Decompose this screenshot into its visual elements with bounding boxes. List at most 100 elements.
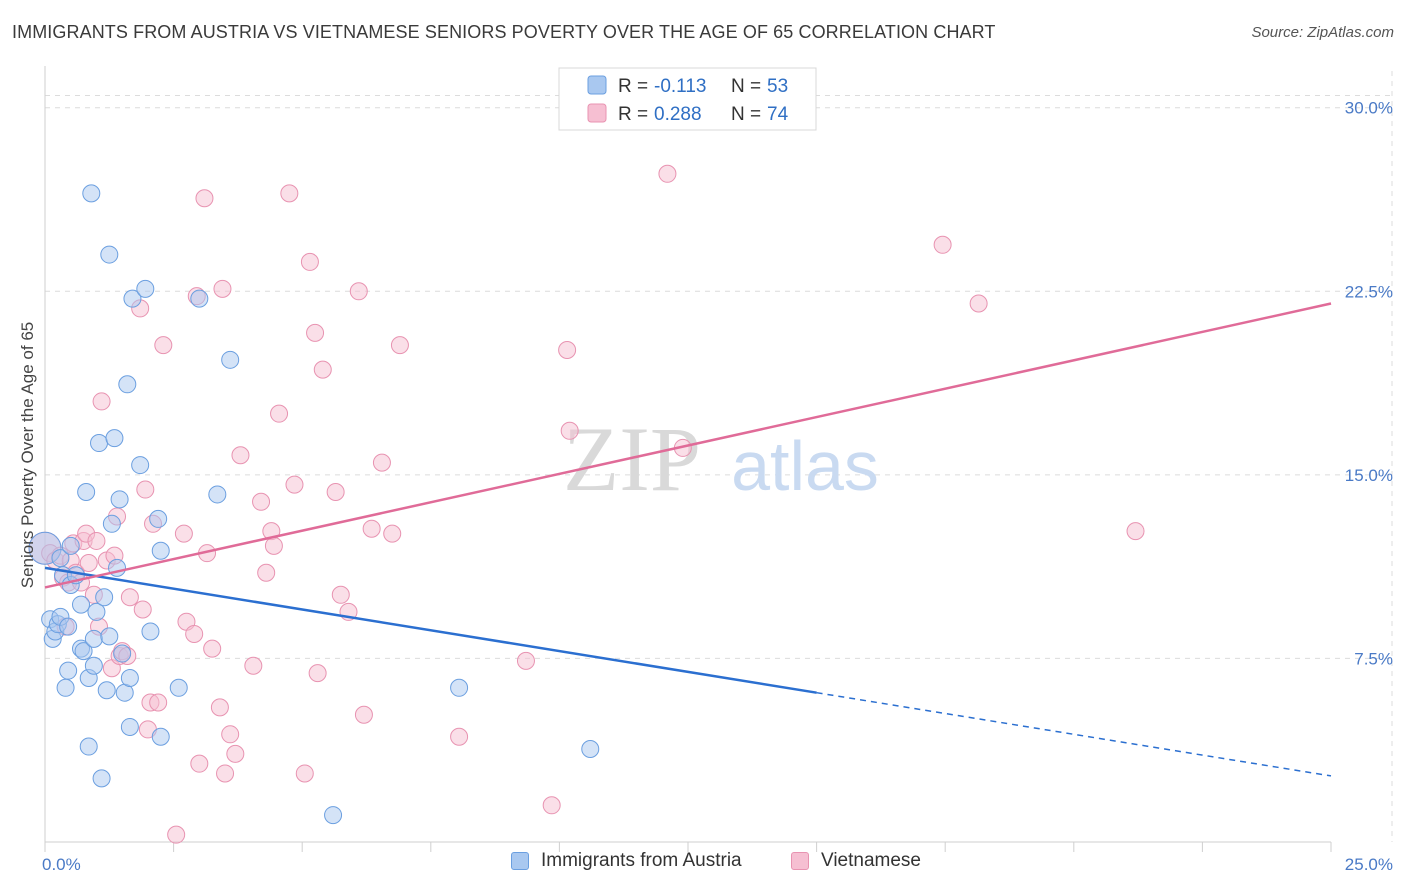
vietnamese-point-27 xyxy=(133,600,152,619)
legend-n-value-2: 74 xyxy=(767,104,789,125)
vietnamese-point-40 xyxy=(195,189,214,208)
bottom-legend-label-austria: Immigrants from Austria xyxy=(541,850,742,871)
vietnamese-point-39 xyxy=(190,754,209,773)
austria-point-50 xyxy=(324,806,343,825)
vietnamese-point-17 xyxy=(92,392,111,411)
austria-point-44 xyxy=(151,541,170,560)
austria-point-26 xyxy=(95,588,114,607)
legend-n-label-2: N = xyxy=(731,104,761,125)
axes xyxy=(44,66,1332,852)
austria-point-37 xyxy=(120,669,139,688)
austria-points xyxy=(28,184,600,825)
austria-point-30 xyxy=(102,514,121,533)
vietnamese-point-70 xyxy=(390,336,409,355)
austria-point-40 xyxy=(131,456,150,475)
y-axis-title: Seniors Poverty Over the Age of 65 xyxy=(18,322,37,588)
bottom-legend: Immigrants from Austria Vietnamese xyxy=(0,850,1406,880)
austria-point-28 xyxy=(100,627,119,646)
vietnamese-point-62 xyxy=(326,482,345,501)
tick-labels: 7.5% 15.0% 22.5% 30.0% 0.0% 25.0% xyxy=(42,99,1393,874)
chart-title: IMMIGRANTS FROM AUSTRIA VS VIETNAMESE SE… xyxy=(12,22,996,42)
austria-point-21 xyxy=(84,656,103,675)
y-tick-label-1: 15.0% xyxy=(1345,466,1393,485)
vietnamese-point-33 xyxy=(154,336,173,355)
austria-trend-line xyxy=(44,566,817,694)
vietnamese-point-53 xyxy=(264,536,283,555)
y-tick-label-3: 30.0% xyxy=(1345,99,1393,118)
legend-r-label-1: R = xyxy=(618,76,648,97)
watermark: ZIP atlas xyxy=(563,408,879,510)
vietnamese-point-28 xyxy=(136,480,155,499)
vietnamese-trend-line xyxy=(44,302,1332,589)
austria-point-17 xyxy=(77,482,96,501)
austria-point-38 xyxy=(120,717,139,736)
austria-trend-extension xyxy=(816,691,1332,777)
austria-point-29 xyxy=(100,245,119,264)
legend-n-value-1: 53 xyxy=(767,76,788,97)
vietnamese-point-67 xyxy=(362,519,381,538)
vietnamese-point-25 xyxy=(120,588,139,607)
austria-point-51 xyxy=(450,678,469,697)
vietnamese-point-49 xyxy=(244,656,263,675)
austria-point-27 xyxy=(97,681,116,700)
austria-point-47 xyxy=(190,289,209,308)
austria-point-48 xyxy=(208,485,227,504)
vietnamese-point-78 xyxy=(933,235,952,254)
vietnamese-point-63 xyxy=(331,585,350,604)
vietnamese-point-76 xyxy=(658,164,677,183)
vietnamese-point-42 xyxy=(203,639,222,658)
bottom-legend-item-austria: Immigrants from Austria xyxy=(511,850,742,872)
vietnamese-point-72 xyxy=(516,651,535,670)
austria-point-9 xyxy=(59,617,78,636)
austria-point-16 xyxy=(74,642,93,661)
bottom-legend-swatch-pink xyxy=(791,852,809,870)
vietnamese-point-54 xyxy=(270,404,289,423)
vietnamese-point-50 xyxy=(252,492,271,511)
vietnamese-point-59 xyxy=(306,323,325,342)
bottom-legend-swatch-blue xyxy=(511,852,529,870)
watermark-atlas: atlas xyxy=(731,427,879,505)
austria-point-20 xyxy=(82,184,101,203)
bottom-legend-label-vietnamese: Vietnamese xyxy=(821,850,921,871)
vietnamese-point-65 xyxy=(349,282,368,301)
austria-point-43 xyxy=(149,509,168,528)
vietnamese-point-32 xyxy=(149,693,168,712)
vietnamese-point-74 xyxy=(558,341,577,360)
vietnamese-point-51 xyxy=(257,563,276,582)
vietnamese-point-45 xyxy=(216,764,235,783)
vietnamese-point-34 xyxy=(167,825,186,844)
vietnamese-point-48 xyxy=(231,446,250,465)
legend-r-value-2: 0.288 xyxy=(654,104,702,125)
bottom-legend-item-vietnamese: Vietnamese xyxy=(791,850,921,872)
vietnamese-point-43 xyxy=(210,698,229,717)
y-tick-label-0: 7.5% xyxy=(1354,649,1393,668)
austria-point-41 xyxy=(136,279,155,298)
austria-point-49 xyxy=(221,350,240,369)
x-tick-label-0: 0.0% xyxy=(42,855,81,874)
legend-r-value-1: -0.113 xyxy=(654,76,706,97)
x-tick-label-1: 25.0% xyxy=(1345,855,1393,874)
vietnamese-point-57 xyxy=(295,764,314,783)
vietnamese-point-37 xyxy=(185,624,204,643)
vietnamese-point-68 xyxy=(372,453,391,472)
vietnamese-point-15 xyxy=(87,531,106,550)
austria-point-23 xyxy=(87,602,106,621)
austria-point-45 xyxy=(151,727,170,746)
austria-point-46 xyxy=(169,678,188,697)
austria-point-34 xyxy=(113,644,132,663)
vietnamese-point-35 xyxy=(174,524,193,543)
grid-lines xyxy=(45,71,1393,842)
source-label: Source: ZipAtlas.com xyxy=(1251,24,1394,41)
trend-lines xyxy=(44,302,1332,777)
austria-point-31 xyxy=(105,429,124,448)
austria-point-11 xyxy=(61,536,80,555)
vietnamese-point-13 xyxy=(79,553,98,572)
austria-point-19 xyxy=(79,737,98,756)
austria-point-15 xyxy=(72,595,91,614)
vietnamese-point-61 xyxy=(313,360,332,379)
austria-point-42 xyxy=(141,622,160,641)
vietnamese-point-79 xyxy=(969,294,988,313)
vietnamese-point-60 xyxy=(308,664,327,683)
vietnamese-point-47 xyxy=(226,744,245,763)
